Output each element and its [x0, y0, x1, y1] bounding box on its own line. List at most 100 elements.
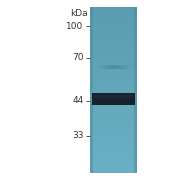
Bar	[90, 88, 137, 90]
Bar	[90, 58, 137, 60]
Bar	[124, 65, 125, 69]
Bar	[90, 91, 137, 93]
Bar	[90, 149, 137, 151]
Bar	[90, 134, 137, 136]
Bar	[90, 82, 137, 83]
Bar	[90, 130, 137, 131]
Bar	[90, 22, 137, 24]
Bar	[90, 90, 137, 92]
Bar	[90, 62, 137, 64]
Bar	[90, 106, 137, 108]
Bar	[119, 65, 120, 69]
Bar	[90, 103, 137, 105]
Bar	[97, 65, 98, 69]
Bar	[128, 65, 130, 69]
Bar	[90, 125, 137, 126]
Text: kDa: kDa	[71, 9, 88, 18]
Bar	[90, 9, 137, 10]
Bar	[90, 27, 137, 29]
Bar	[90, 110, 137, 112]
Bar	[90, 39, 137, 40]
Bar	[90, 111, 137, 113]
Bar	[90, 42, 137, 44]
Bar	[90, 30, 137, 32]
Bar	[90, 63, 137, 65]
Bar	[113, 65, 114, 69]
Bar	[116, 65, 117, 69]
Bar	[90, 168, 137, 170]
Bar	[90, 67, 137, 68]
Bar	[90, 65, 137, 67]
Bar	[90, 128, 137, 130]
Bar	[90, 148, 137, 150]
Bar	[100, 65, 102, 69]
Bar	[90, 60, 137, 62]
Bar	[90, 108, 137, 110]
Bar	[90, 93, 137, 95]
Bar	[90, 72, 137, 73]
Bar	[90, 48, 137, 50]
Bar	[90, 154, 137, 156]
Bar	[90, 158, 137, 159]
Bar	[90, 116, 137, 118]
Bar	[131, 65, 133, 69]
Bar	[98, 65, 100, 69]
Bar	[92, 93, 135, 105]
Bar	[90, 14, 137, 15]
Bar	[90, 105, 137, 107]
Bar	[90, 163, 137, 165]
Bar	[90, 145, 137, 146]
Bar	[90, 161, 137, 163]
Bar	[90, 50, 137, 52]
Bar	[90, 52, 137, 54]
Bar	[90, 166, 137, 168]
Bar	[90, 19, 137, 21]
Bar	[90, 12, 137, 14]
Bar	[90, 43, 137, 45]
Bar	[90, 123, 137, 125]
Bar	[130, 65, 131, 69]
Bar	[90, 17, 137, 19]
Bar	[90, 32, 137, 34]
Bar	[90, 151, 137, 153]
Bar	[90, 83, 137, 85]
Bar	[125, 65, 127, 69]
Bar	[90, 113, 137, 115]
Bar	[90, 98, 137, 100]
Bar	[117, 65, 119, 69]
Bar	[90, 7, 93, 173]
Bar	[120, 65, 122, 69]
Bar	[90, 100, 137, 102]
Bar	[90, 55, 137, 57]
Text: 100: 100	[66, 22, 84, 31]
Bar	[90, 146, 137, 148]
Bar	[90, 118, 137, 120]
Bar	[90, 40, 137, 42]
Bar	[111, 65, 113, 69]
Bar	[94, 65, 95, 69]
Bar	[90, 53, 137, 55]
Bar	[90, 76, 137, 78]
Text: 33: 33	[72, 131, 84, 140]
Bar	[90, 29, 137, 30]
Bar	[90, 136, 137, 138]
Bar	[90, 25, 137, 27]
Bar	[127, 65, 128, 69]
Bar	[90, 120, 137, 122]
Bar	[90, 87, 137, 88]
Bar	[90, 143, 137, 145]
Bar	[90, 15, 137, 17]
Bar	[122, 65, 124, 69]
Bar	[90, 169, 137, 171]
Bar	[103, 65, 105, 69]
Bar	[90, 121, 137, 123]
Bar	[90, 45, 137, 47]
Bar	[102, 65, 103, 69]
Bar	[90, 73, 137, 75]
Bar	[109, 65, 111, 69]
Bar	[90, 96, 137, 98]
Bar	[90, 138, 137, 140]
Bar	[90, 57, 137, 59]
Bar	[90, 68, 137, 70]
Bar	[90, 140, 137, 141]
